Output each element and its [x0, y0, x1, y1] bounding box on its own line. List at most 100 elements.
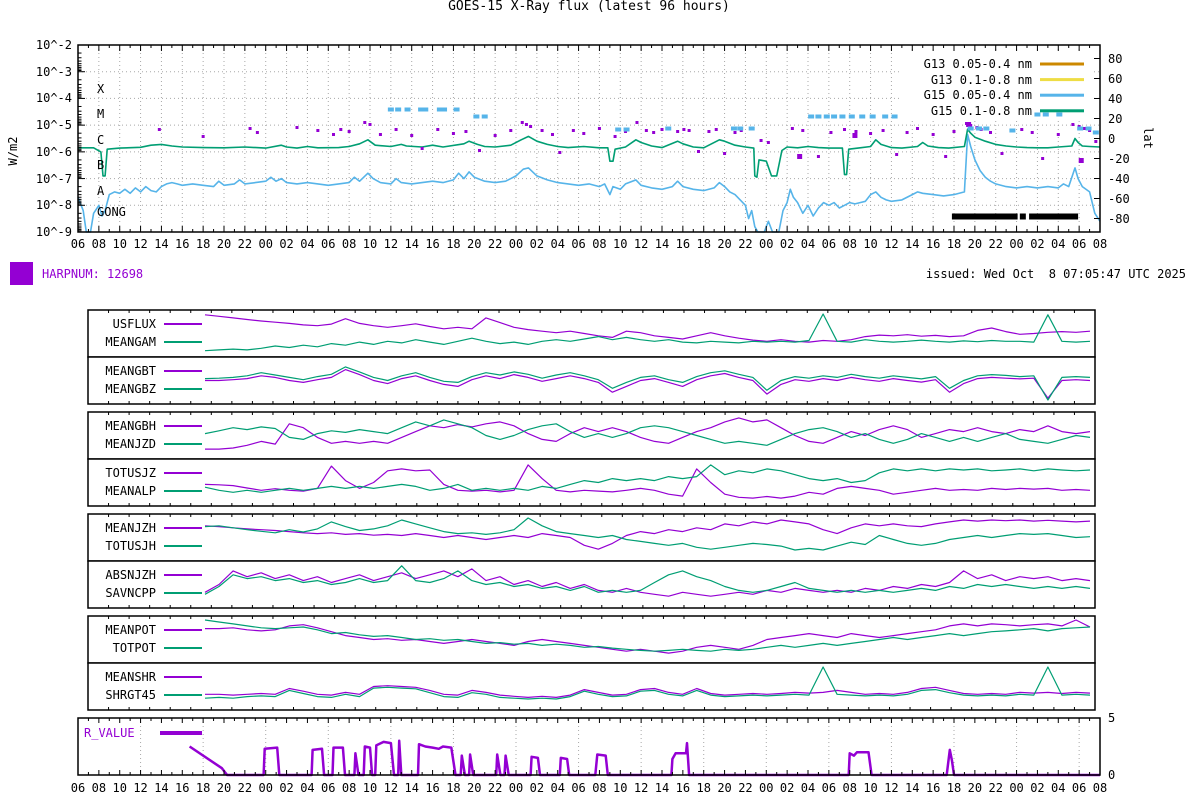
series-MEANGBZ [204, 366, 1091, 401]
harp-location-markers [363, 121, 367, 124]
harp-location-markers [201, 135, 205, 138]
y-tick-label: 10^-9 [35, 225, 72, 239]
x-tick-label: 20 [717, 781, 732, 795]
harp-location-markers [157, 128, 161, 131]
panel-legend-swatch [164, 592, 202, 594]
rvalue-legend-swatch [160, 731, 202, 735]
harp-location-markers [697, 150, 700, 153]
panel-legend-swatch [164, 490, 202, 492]
harp-location-markers [989, 131, 992, 134]
series-MEANJZD [204, 419, 1091, 446]
x-tick-label: 12 [383, 781, 399, 795]
harp-location-markers [801, 129, 805, 132]
x-tick-label: 06 [821, 237, 837, 251]
azure-markers [1092, 130, 1099, 135]
x-tick-label: 02 [779, 781, 795, 795]
y-tick-label: 10^-3 [35, 64, 72, 79]
harp-location-markers [854, 130, 858, 133]
azure-markers [615, 127, 622, 132]
harp-location-markers [676, 130, 680, 133]
harp-location-markers [759, 139, 763, 142]
x-tick-label: 10 [613, 781, 628, 795]
harp-location-markers [368, 123, 372, 126]
harp-location-markers [520, 121, 524, 124]
series-TOTUSJZ [204, 464, 1091, 499]
flare-class-letter: C [97, 132, 105, 147]
harp-location-markers [869, 132, 873, 135]
harp-location-markers [1071, 123, 1075, 126]
azure-markers [808, 114, 815, 119]
x-tick-label: 18 [446, 237, 461, 251]
y-tick-label: 10^-7 [35, 171, 72, 186]
x-tick-label: 22 [237, 237, 253, 251]
harp-location-markers [1020, 128, 1024, 131]
panel-legend-swatch [164, 694, 202, 696]
x-tick-label: 04 [800, 781, 816, 795]
x-tick-label: 00 [1009, 781, 1024, 795]
x-tick-label: 06 [571, 781, 586, 795]
x-tick-label: 02 [529, 237, 545, 251]
x-tick-label: 06 [70, 781, 86, 795]
series-MEANJZH [204, 519, 1091, 550]
series-SHRGT45 [204, 666, 1091, 700]
x-tick-label: 12 [884, 781, 899, 795]
harp-location-markers [540, 129, 544, 132]
series-R_VALUE [188, 739, 1100, 777]
x-tick-label: 18 [195, 781, 211, 795]
x-tick-label: 18 [946, 781, 962, 795]
lat-tick-label: -20 [1108, 151, 1130, 166]
panel-background [88, 514, 1095, 561]
x-tick-label: 06 [321, 781, 336, 795]
x-tick-label: 22 [487, 237, 503, 251]
harp-location-markers [1041, 157, 1045, 160]
flare-class-letter: A [97, 183, 105, 198]
harp-location-markers [644, 129, 648, 132]
goes-legend-label: G15 0.1-0.8 nm [930, 103, 1032, 118]
azure-markers [453, 107, 460, 112]
x-tick-label: 00 [508, 237, 524, 251]
harp-location-markers [551, 133, 554, 136]
series-MEANSHR [205, 685, 1091, 699]
azure-markers [473, 114, 480, 119]
lat-tick-label: 0 [1108, 131, 1116, 146]
y-tick-label: 10^-8 [35, 198, 72, 213]
x-tick-label: 04 [300, 237, 315, 251]
x-tick-label: 22 [988, 237, 1003, 251]
harp-location-markers [464, 130, 468, 133]
x-tick-label: 18 [946, 237, 962, 251]
harp-location-markers [613, 135, 617, 138]
x-tick-label: 20 [216, 237, 232, 251]
series-MEANGBH [205, 417, 1091, 450]
x-tick-label: 08 [341, 237, 357, 251]
panel-legend-swatch [164, 370, 202, 372]
series-TOTUSJH [204, 517, 1091, 551]
lat-tick-label: -80 [1108, 211, 1130, 226]
panel-border [87, 662, 1096, 711]
lat-tick-label: 60 [1108, 71, 1123, 86]
harp-location-markers [558, 151, 562, 154]
x-tick-label: 04 [1051, 781, 1066, 795]
x-tick-label: 08 [842, 781, 857, 795]
panel-legend-swatch [164, 323, 202, 325]
series-SAVNCPP [204, 565, 1091, 595]
harp-location-markers [1000, 152, 1004, 155]
panel-legend-label: MEANALP [105, 484, 156, 498]
x-tick-label: 12 [383, 237, 399, 251]
goes-legend-swatch [1040, 93, 1084, 97]
x-tick-label: 04 [550, 237, 565, 251]
x-tick-label: 02 [279, 237, 294, 251]
goes-legend-label: G13 0.05-0.4 nm [923, 57, 1032, 71]
panel-legend-label: TOTUSJZ [105, 466, 156, 480]
harp-location-markers [529, 125, 533, 128]
panel-background [88, 459, 1095, 506]
lat-tick-label: -60 [1108, 191, 1130, 206]
harp-location-markers [895, 153, 899, 156]
flare-class-letter: M [97, 107, 105, 122]
x-tick-label: 04 [550, 781, 565, 795]
lat-tick-label: 80 [1108, 51, 1123, 66]
azure-markers [891, 114, 898, 119]
harp-location-markers [410, 134, 414, 137]
harp-location-markers [660, 128, 664, 131]
x-tick-label: 10 [112, 781, 127, 795]
